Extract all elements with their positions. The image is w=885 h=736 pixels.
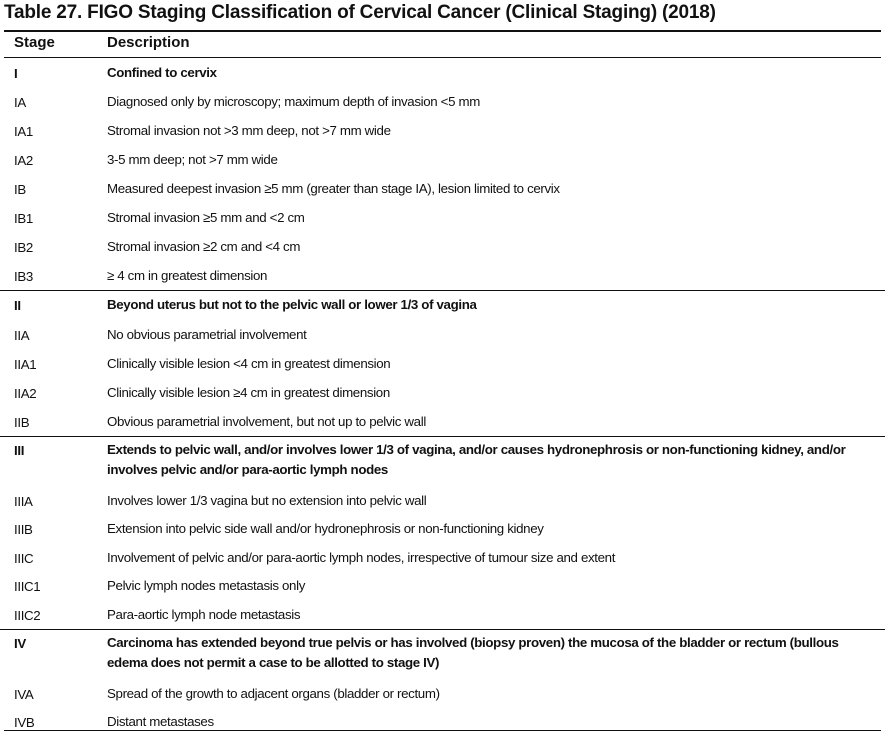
description-cell: Involves lower 1/3 vagina but no extensi… [107, 493, 427, 508]
stage-cell: IIA2 [14, 386, 37, 401]
description-cell: Carcinoma has extended beyond true pelvi… [107, 635, 839, 670]
description-cell: No obvious parametrial involvement [107, 327, 307, 342]
stage-cell: IIIA [14, 494, 33, 509]
stage-cell: IIA1 [14, 357, 37, 372]
stage-cell: III [14, 443, 25, 458]
header-description: Description [107, 34, 190, 51]
stage-cell: IB3 [14, 269, 33, 284]
table-row: IVB Distant metastases [0, 707, 885, 735]
table-title: Table 27. FIGO Staging Classification of… [4, 2, 716, 23]
table-row: IB Measured deepest invasion ≥5 mm (great… [0, 174, 885, 203]
title-rule [4, 30, 881, 32]
description-cell: Stromal invasion not >3 mm deep, not >7 … [107, 123, 391, 138]
table-row: II Beyond uterus but not to the pelvic wa… [0, 290, 885, 320]
stage-cell: IIIC2 [14, 608, 41, 623]
description-cell: Measured deepest invasion ≥5 mm (greater… [107, 181, 560, 196]
description-cell: Diagnosed only by microscopy; maximum de… [107, 94, 480, 109]
description-cell: Pelvic lymph nodes metastasis only [107, 578, 305, 593]
table-row: IIIA Involves lower 1/3 vagina but no ext… [0, 486, 885, 514]
table-row: IIIB Extension into pelvic side wall and/… [0, 514, 885, 543]
description-cell: Involvement of pelvic and/or para-aortic… [107, 550, 616, 565]
stage-cell: IA1 [14, 124, 33, 139]
description-cell: Para-aortic lymph node metastasis [107, 607, 301, 622]
stage-cell: IIIB [14, 522, 33, 537]
header-rule [4, 57, 881, 58]
description-cell: Obvious parametrial involvement, but not… [107, 414, 426, 429]
description-cell: Confined to cervix [107, 65, 217, 80]
table-row: IB3 ≥ 4 cm in greatest dimension [0, 261, 885, 290]
stage-cell: IIIC1 [14, 579, 41, 594]
stage-cell: IIIC [14, 551, 34, 566]
description-cell: Beyond uterus but not to the pelvic wall… [107, 297, 477, 312]
header-stage: Stage [14, 34, 55, 51]
table-row: IIA2 Clinically visible lesion ≥4 cm in g… [0, 378, 885, 407]
table-row: IB2 Stromal invasion ≥2 cm and <4 cm [0, 232, 885, 261]
description-cell: 3-5 mm deep; not >7 mm wide [107, 152, 278, 167]
table-row: IVA Spread of the growth to adjacent orga… [0, 679, 885, 707]
stage-cell: IB1 [14, 211, 33, 226]
table-row: I Confined to cervix [0, 58, 885, 87]
table-body: I Confined to cervix IA Diagnosed only by m… [0, 58, 885, 735]
stage-cell: IB [14, 182, 26, 197]
stage-cell: IVA [14, 687, 34, 702]
description-cell: Spread of the growth to adjacent organs … [107, 686, 440, 701]
table-row: IV Carcinoma has extended beyond true pel… [0, 629, 885, 679]
description-cell: Clinically visible lesion <4 cm in great… [107, 356, 391, 371]
stage-cell: IV [14, 636, 26, 651]
table-row: IA1 Stromal invasion not >3 mm deep, not … [0, 116, 885, 145]
table-row: IA Diagnosed only by microscopy; maximum … [0, 87, 885, 116]
description-cell: Extends to pelvic wall, and/or involves … [107, 442, 846, 477]
description-cell: Stromal invasion ≥5 mm and <2 cm [107, 210, 305, 225]
table-row: IB1 Stromal invasion ≥5 mm and <2 cm [0, 203, 885, 232]
stage-cell: IB2 [14, 240, 33, 255]
table-row: IIB Obvious parametrial involvement, but … [0, 407, 885, 436]
table-row: IA2 3-5 mm deep; not >7 mm wide [0, 145, 885, 174]
stage-cell: I [14, 66, 18, 81]
description-cell: Stromal invasion ≥2 cm and <4 cm [107, 239, 301, 254]
table-row: IIA No obvious parametrial involvement [0, 320, 885, 349]
table-row: IIIC2 Para-aortic lymph node metastasis [0, 600, 885, 629]
bottom-rule [4, 730, 881, 731]
stage-cell: IIA [14, 328, 30, 343]
description-cell: ≥ 4 cm in greatest dimension [107, 268, 268, 283]
table-row: III Extends to pelvic wall, and/or involv… [0, 436, 885, 486]
stage-cell: II [14, 298, 21, 313]
table-row: IIA1 Clinically visible lesion <4 cm in g… [0, 349, 885, 378]
stage-cell: IA2 [14, 153, 33, 168]
stage-cell: IVB [14, 715, 35, 730]
description-cell: Clinically visible lesion ≥4 cm in great… [107, 385, 390, 400]
stage-cell: IIB [14, 415, 30, 430]
description-cell: Extension into pelvic side wall and/or h… [107, 521, 544, 536]
table-row: IIIC Involvement of pelvic and/or para-ao… [0, 543, 885, 571]
stage-cell: IA [14, 95, 26, 110]
table-row: IIIC1 Pelvic lymph nodes metastasis only [0, 571, 885, 600]
description-cell: Distant metastases [107, 714, 214, 729]
